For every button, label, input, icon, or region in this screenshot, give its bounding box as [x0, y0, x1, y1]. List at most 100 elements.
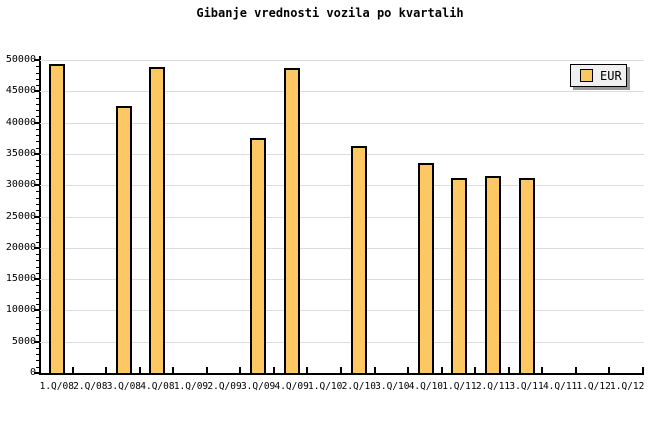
x-axis-tick — [541, 367, 543, 373]
y-major-tick — [34, 184, 39, 187]
y-tick-label: 40000 — [5, 116, 36, 128]
y-minor-tick — [36, 291, 39, 293]
y-minor-tick — [36, 178, 39, 180]
gridline — [40, 60, 644, 61]
y-minor-tick — [36, 141, 39, 143]
y-minor-tick — [36, 160, 39, 162]
x-axis-tick — [474, 367, 476, 373]
y-minor-tick — [36, 210, 39, 212]
x-axis-tick — [508, 367, 510, 373]
y-minor-tick — [36, 335, 39, 337]
bar — [250, 137, 267, 373]
y-minor-tick — [36, 203, 39, 205]
y-major-tick — [34, 309, 39, 312]
x-axis-tick — [608, 367, 610, 373]
x-axis-tick — [172, 367, 174, 373]
legend-label: EUR — [600, 68, 622, 83]
x-axis-tick — [340, 367, 342, 373]
gridline — [40, 122, 644, 124]
y-minor-tick — [36, 128, 39, 130]
y-minor-tick — [36, 366, 39, 368]
y-minor-tick — [36, 222, 39, 224]
x-tick-label: 4.Q/09 — [274, 381, 309, 392]
y-minor-tick — [36, 266, 39, 268]
y-tick-label: 5000 — [11, 335, 36, 347]
y-minor-tick — [36, 260, 39, 262]
y-minor-tick — [36, 72, 39, 74]
gridline — [40, 310, 644, 312]
y-tick-label: 0 — [29, 367, 36, 378]
x-axis — [39, 373, 644, 375]
y-minor-tick — [36, 235, 39, 237]
x-axis-tick — [407, 367, 409, 373]
legend: EUR — [570, 64, 627, 87]
y-tick-label: 25000 — [5, 210, 36, 222]
x-tick-label: 1.Q/11 — [442, 381, 477, 392]
bar — [48, 63, 65, 373]
y-tick-label: 20000 — [5, 241, 36, 253]
x-tick-label: 2.Q/11 — [475, 381, 511, 392]
y-tick-label: 10000 — [5, 304, 36, 316]
x-axis-tick — [441, 367, 443, 373]
bar — [283, 68, 300, 373]
x-tick-label: 2.Q/10 — [341, 381, 376, 392]
x-tick-label: 4.Q/11 — [542, 381, 578, 392]
y-major-tick — [34, 278, 39, 281]
gridline — [40, 91, 644, 93]
y-minor-tick — [36, 147, 39, 149]
y-minor-tick — [36, 322, 39, 324]
x-axis-tick — [306, 367, 308, 373]
bar — [350, 145, 367, 373]
y-minor-tick — [36, 66, 39, 68]
bar — [485, 176, 501, 373]
y-minor-tick — [36, 254, 39, 256]
y-minor-tick — [36, 241, 39, 243]
x-tick-label: 2.Q/08 — [73, 381, 108, 392]
x-axis-tick — [105, 367, 107, 373]
y-minor-tick — [36, 191, 39, 193]
x-tick-label: 1.Q/12 — [576, 381, 611, 392]
x-tick-label: 2.Q/09 — [207, 381, 242, 392]
x-tick-label: 3.Q/11 — [509, 381, 544, 392]
x-axis-tick — [575, 367, 577, 373]
y-tick-label: 50000 — [5, 54, 36, 65]
x-tick-label: 1.Q/09 — [173, 381, 209, 392]
y-major-tick — [34, 59, 39, 61]
y-minor-tick — [36, 103, 39, 105]
y-minor-tick — [36, 272, 39, 274]
chart-title: Gibanje vrednosti vozila po kvartalih — [196, 6, 464, 20]
gridline — [40, 185, 644, 187]
y-tick-label: 35000 — [5, 147, 36, 159]
y-minor-tick — [36, 135, 39, 137]
x-axis-tick — [139, 367, 141, 373]
gridline — [40, 341, 644, 343]
y-tick-label: 45000 — [5, 85, 36, 97]
x-axis-tick — [374, 367, 376, 373]
bar — [518, 177, 535, 373]
y-minor-tick — [36, 360, 39, 362]
y-minor-tick — [36, 110, 39, 112]
y-minor-tick — [36, 297, 39, 299]
gridline — [40, 279, 644, 281]
legend-swatch-icon — [580, 69, 593, 82]
gridline — [40, 153, 644, 155]
y-tick-label: 15000 — [5, 273, 36, 285]
gridline — [40, 247, 644, 249]
x-tick-label: 4.Q/08 — [140, 381, 175, 392]
x-tick-label: 1.Q/08 — [39, 381, 74, 392]
y-major-tick — [34, 90, 39, 93]
x-tick-label: 3.Q/10 — [375, 381, 410, 392]
x-tick-label: 1.Q/12 — [610, 381, 645, 392]
bar — [417, 163, 434, 373]
y-major-tick — [34, 215, 39, 218]
gridline — [40, 216, 644, 218]
y-major-tick — [34, 340, 39, 343]
bar — [149, 66, 166, 373]
y-minor-tick — [36, 172, 39, 174]
x-tick-label: 3.Q/09 — [240, 381, 276, 392]
y-minor-tick — [36, 85, 39, 87]
x-axis-tick — [273, 367, 275, 373]
x-axis-tick — [72, 367, 74, 373]
y-minor-tick — [36, 329, 39, 331]
y-minor-tick — [36, 116, 39, 118]
